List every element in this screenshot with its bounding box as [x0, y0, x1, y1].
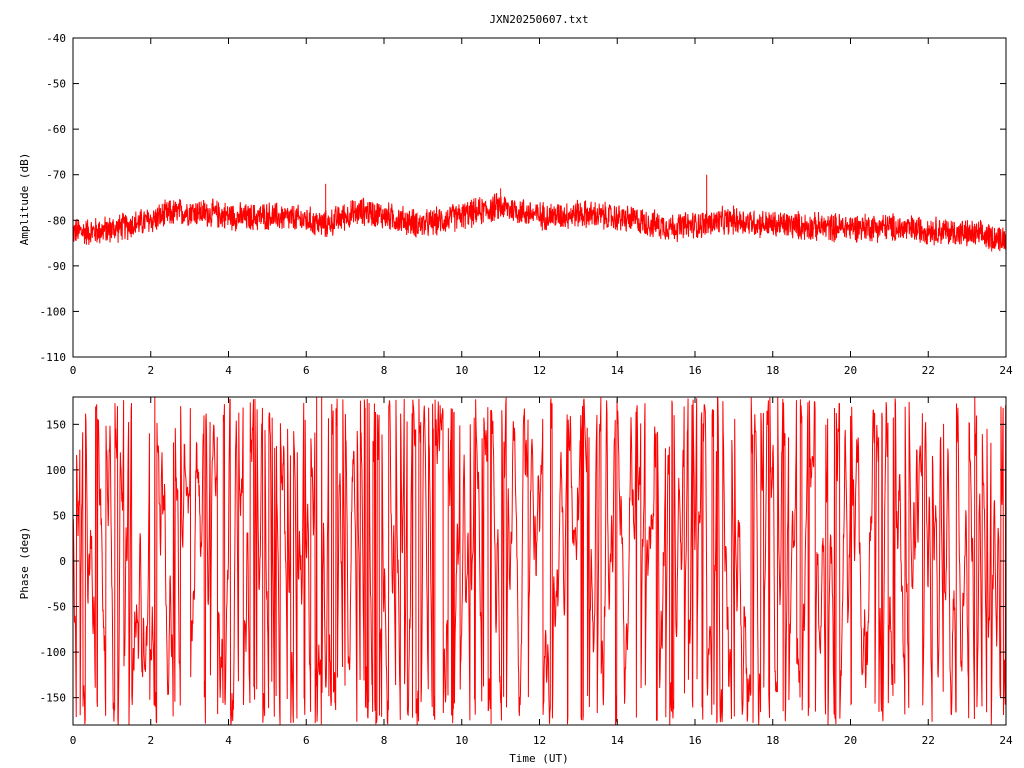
x-tick-label: 8: [381, 364, 388, 377]
x-tick-label: 6: [303, 734, 310, 747]
x-tick-label: 10: [455, 364, 468, 377]
y-tick-label: 100: [46, 464, 66, 477]
y-tick-label: 150: [46, 418, 66, 431]
x-tick-label: 22: [922, 364, 935, 377]
phase-series: [73, 397, 1006, 725]
chart-title: JXN20250607.txt: [489, 13, 588, 26]
x-tick-label: 4: [225, 364, 232, 377]
x-tick-label: 16: [688, 364, 701, 377]
amplitude-line: [72, 193, 1007, 252]
y-tick-label: -100: [40, 646, 67, 659]
x-tick-label: 4: [225, 734, 232, 747]
y-tick-label: -50: [46, 78, 66, 91]
phase-x-axis-label: Time (UT): [509, 752, 569, 765]
x-tick-label: 20: [844, 734, 857, 747]
x-tick-label: 18: [766, 734, 779, 747]
y-tick-label: -80: [46, 214, 66, 227]
x-tick-label: 24: [999, 734, 1013, 747]
phase-y-ticks: -150 -100 -50 0 50 100 150: [40, 418, 1006, 705]
y-tick-label: 50: [53, 509, 66, 522]
y-tick-label: -110: [40, 351, 67, 364]
y-tick-label: -40: [46, 32, 66, 45]
x-tick-label: 16: [688, 734, 701, 747]
y-tick-label: -60: [46, 123, 66, 136]
x-tick-label: 18: [766, 364, 779, 377]
y-tick-label: -70: [46, 169, 66, 182]
amplitude-x-ticks: 0 2 4 6 8 10 12 14 16 18 20 22 24: [70, 38, 1013, 377]
x-tick-label: 14: [611, 734, 625, 747]
x-tick-label: 12: [533, 734, 546, 747]
x-tick-label: 20: [844, 364, 857, 377]
x-tick-label: 24: [999, 364, 1013, 377]
x-tick-label: 10: [455, 734, 468, 747]
x-tick-label: 0: [70, 734, 77, 747]
y-tick-label: -100: [40, 305, 67, 318]
x-tick-label: 0: [70, 364, 77, 377]
phase-y-axis-label: Phase (deg): [18, 527, 31, 600]
y-tick-label: -150: [40, 692, 67, 705]
y-tick-label: -90: [46, 260, 66, 273]
phase-x-ticks: 0 2 4 6 8 10 12 14 16 18 20 22 24: [70, 397, 1013, 747]
x-tick-label: 22: [922, 734, 935, 747]
y-tick-label: 0: [59, 555, 66, 568]
x-tick-label: 2: [147, 364, 154, 377]
phase-line: [73, 397, 1006, 725]
x-tick-label: 2: [147, 734, 154, 747]
amplitude-y-ticks: -110 -100 -90 -80 -70 -60 -50 -40: [40, 32, 1006, 364]
x-tick-label: 8: [381, 734, 388, 747]
amplitude-y-axis-label: Amplitude (dB): [18, 153, 31, 246]
x-tick-label: 14: [611, 364, 625, 377]
y-tick-label: -50: [46, 601, 66, 614]
x-tick-label: 12: [533, 364, 546, 377]
amplitude-series: [72, 174, 1007, 252]
amplitude-panel: -110-100-90-80-70-60-50-40 0 2 4 6 8 10 12 14 16…: [18, 32, 1013, 377]
x-tick-label: 6: [303, 364, 310, 377]
